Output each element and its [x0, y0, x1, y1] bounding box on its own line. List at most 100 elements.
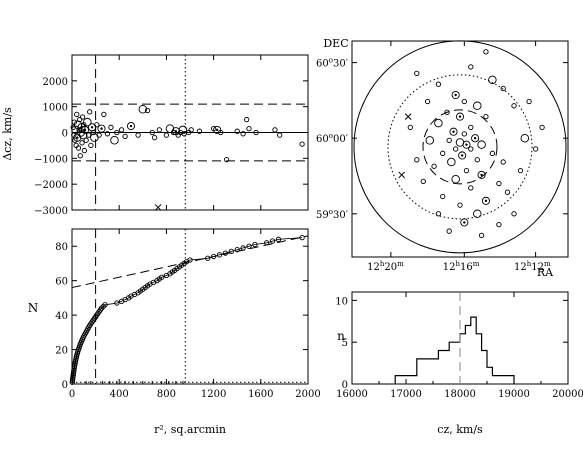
sky-galaxy — [414, 70, 420, 77]
ring — [458, 151, 467, 160]
cross-stroke — [154, 204, 162, 211]
y-tick-label: 0 — [62, 129, 68, 140]
cumulative-point — [240, 245, 246, 251]
sky-galaxy — [500, 85, 506, 92]
sky-galaxy — [500, 159, 506, 165]
sky-galaxy — [440, 150, 446, 156]
cumulative-point — [269, 238, 276, 244]
sky-galaxy — [526, 98, 532, 105]
sky-galaxy — [474, 157, 480, 163]
core — [90, 126, 94, 129]
cumulative-frame — [71, 228, 309, 385]
x-tick-label: 1200 — [201, 389, 226, 400]
ring — [449, 127, 458, 136]
ra-tick-label: 12h16m — [443, 260, 480, 273]
galaxy-point — [243, 116, 250, 123]
velocity-offset-panel: −3000 −2000 −1000 0 1000 2000 — [34, 54, 309, 217]
y-tick-label: 20 — [55, 346, 68, 357]
histogram-bar — [465, 325, 470, 384]
y-tick-label: 5 — [342, 338, 348, 349]
galaxy-point — [71, 125, 80, 135]
galaxy-point — [79, 114, 86, 120]
galaxy-point — [178, 125, 188, 135]
galaxy-point — [234, 128, 240, 134]
galaxy-point — [144, 107, 151, 114]
sky-map-panel: 12h20m 12h16m 12h12m 60o30′ 60o00′ 59o30′ — [316, 40, 569, 273]
galaxy-point — [253, 129, 259, 136]
galaxy-point — [165, 124, 175, 133]
galaxy-point — [97, 124, 106, 133]
sky-galaxy — [453, 146, 459, 152]
core — [460, 154, 464, 157]
cross-stroke — [404, 113, 412, 120]
ra-tick-label: 12h20m — [367, 260, 404, 273]
cumulative-point — [264, 240, 270, 246]
core — [129, 124, 133, 128]
field-ring-solid — [353, 40, 567, 254]
x-tick-label: 800 — [157, 389, 176, 400]
sky-galaxy — [496, 221, 502, 228]
sky-map-ylabel: DEC — [323, 37, 348, 50]
galaxy-point — [101, 111, 107, 118]
galaxy-point — [156, 127, 162, 133]
x-tick-label: 1600 — [248, 389, 273, 400]
sky-galaxy — [420, 178, 426, 185]
y-tick-label: 0 — [342, 380, 348, 391]
galaxy-point — [277, 132, 283, 138]
sky-galaxy — [460, 218, 469, 227]
galaxy-point — [223, 156, 230, 163]
y-tick-label: 60 — [55, 277, 68, 288]
histogram-bar — [438, 351, 449, 384]
sky-galaxy — [489, 150, 496, 156]
cumulative-point — [187, 257, 193, 263]
galaxy-point — [77, 153, 83, 159]
sky-galaxy — [473, 101, 482, 111]
cumulative-point — [228, 248, 234, 255]
sky-galaxy — [520, 133, 530, 143]
cumulative-point — [252, 241, 258, 248]
x-tick-label: 17000 — [390, 389, 422, 400]
sky-galaxy — [435, 211, 442, 217]
core — [454, 93, 457, 97]
core — [215, 128, 219, 132]
galaxy-point — [83, 137, 89, 143]
galaxy-point — [110, 135, 119, 145]
y-tick-label: 80 — [55, 242, 68, 253]
sky-galaxy — [462, 140, 471, 149]
x-tick-label: 19000 — [498, 389, 530, 400]
sky-galaxy — [455, 112, 465, 121]
sky-galaxy — [461, 131, 467, 137]
galaxy-point — [188, 127, 194, 133]
galaxy-point — [163, 132, 170, 138]
histogram-bar — [476, 334, 481, 384]
sky-galaxy — [478, 232, 485, 239]
sky-galaxy — [398, 171, 406, 179]
core — [480, 173, 483, 177]
y-tick-label: 0 — [62, 380, 68, 391]
cumulative-point — [299, 234, 305, 241]
galaxy-point — [87, 109, 93, 115]
galaxy-point — [135, 132, 141, 138]
galaxy-point — [75, 145, 82, 151]
x-tick-label: 16000 — [336, 389, 368, 400]
y-tick-label: 10 — [335, 296, 348, 307]
x-tick-label: 400 — [110, 389, 129, 400]
dec-tick-label: 60o00′ — [316, 132, 349, 145]
ring — [477, 170, 486, 179]
galaxy-point — [138, 104, 148, 114]
sky-galaxy — [504, 189, 511, 195]
galaxy-point — [79, 140, 85, 146]
histogram-bar — [471, 317, 476, 384]
galaxy-point — [104, 131, 111, 137]
cumulative-point — [210, 253, 217, 260]
ring — [481, 196, 490, 205]
core — [484, 199, 488, 203]
galaxy-point — [85, 132, 92, 138]
cumulative-point — [102, 302, 108, 308]
cumulative-counts-ylabel: N — [28, 301, 39, 315]
sky-galaxy — [407, 124, 413, 131]
field-ring-dashed — [422, 109, 498, 185]
galaxy-point — [299, 141, 305, 147]
galaxy-point — [122, 133, 128, 140]
